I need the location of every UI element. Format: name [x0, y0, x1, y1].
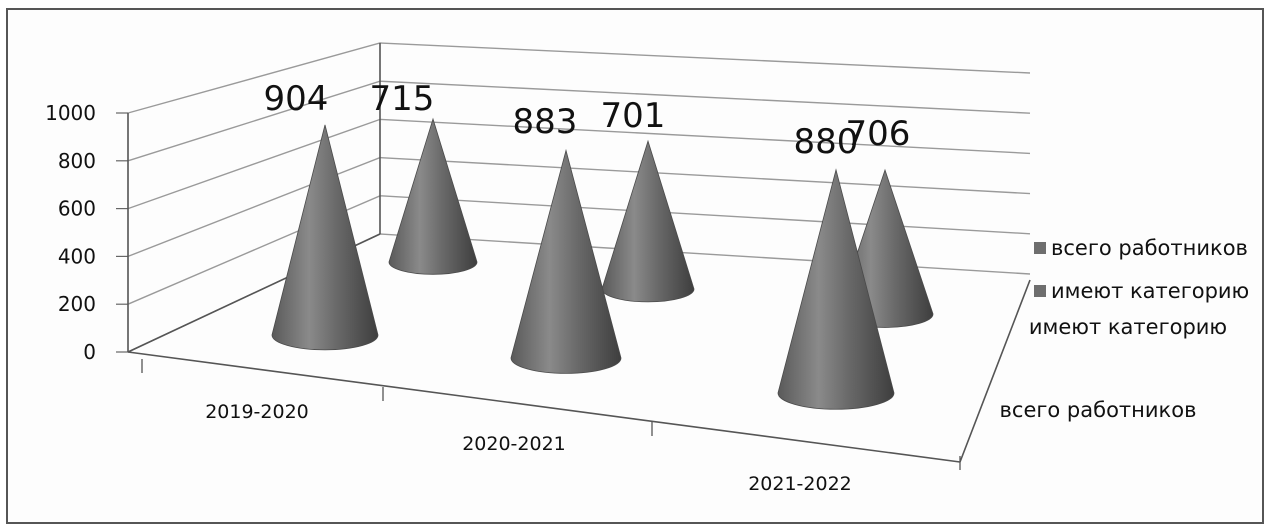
x-category-label: 2019-2020	[205, 401, 309, 423]
cone-front-series	[510, 148, 622, 374]
cone-back-series	[601, 139, 695, 303]
y-tick-label: 800	[58, 149, 96, 173]
data-label: 904	[264, 79, 329, 119]
depth-axis-label: имеют категорию	[1029, 315, 1227, 339]
x-category-label: 2021-2022	[748, 473, 852, 495]
y-tick-label: 600	[58, 197, 96, 221]
legend-label: всего работников	[1051, 236, 1248, 260]
cone-front-series	[271, 124, 379, 351]
cone-back-series	[388, 117, 478, 275]
data-label: 715	[370, 79, 435, 119]
cone-front-series	[777, 168, 895, 410]
axes	[116, 43, 1031, 470]
legend-swatch	[1034, 242, 1046, 254]
x-category-label: 2020-2021	[462, 433, 566, 455]
y-tick-label: 200	[58, 292, 96, 316]
axis-line	[127, 351, 961, 463]
data-label: 706	[846, 114, 911, 154]
depth-axis-label: всего работников	[1000, 398, 1197, 422]
data-label: 883	[513, 102, 578, 142]
y-tick-label: 400	[58, 244, 96, 268]
axis-line	[959, 279, 1031, 463]
legend-swatch	[1034, 285, 1046, 297]
legend: всего работников имеют категорию	[1034, 236, 1249, 303]
cones	[271, 117, 934, 410]
data-label: 880	[794, 122, 859, 162]
legend-label: имеют категорию	[1051, 279, 1249, 303]
y-tick-label: 1000	[45, 101, 96, 125]
y-tick-label: 0	[83, 340, 96, 364]
data-label: 701	[601, 96, 666, 136]
